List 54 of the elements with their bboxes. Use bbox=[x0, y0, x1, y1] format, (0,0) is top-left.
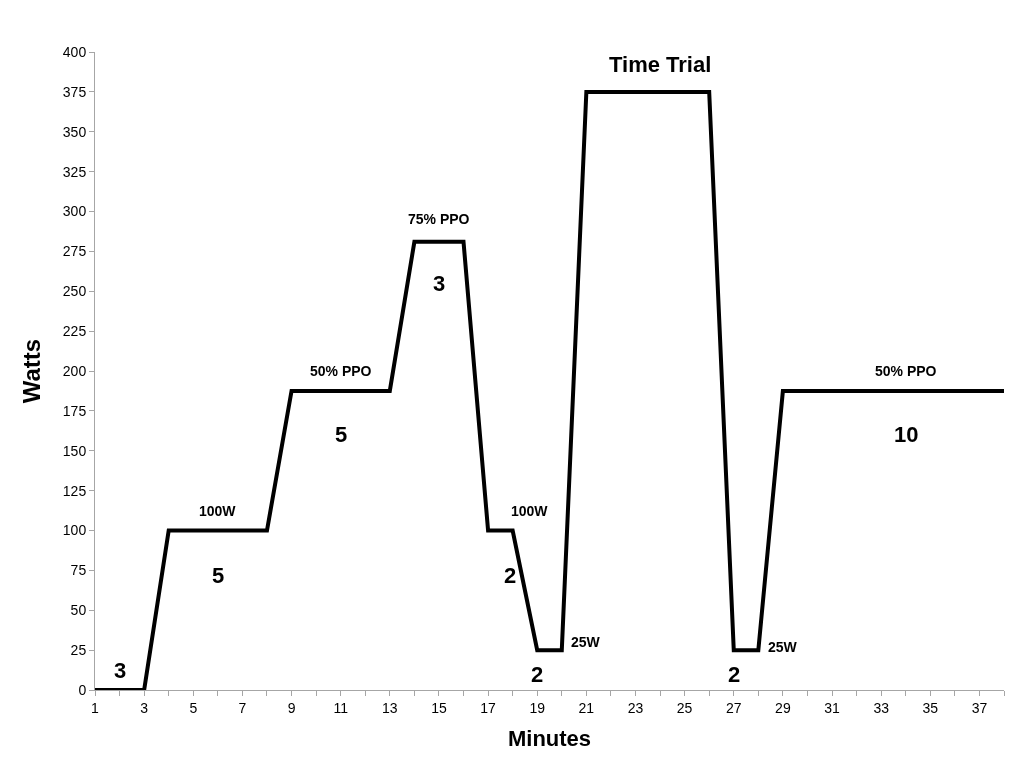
y-tick-label: 0 bbox=[78, 681, 87, 698]
x-tick-label: 19 bbox=[529, 699, 546, 716]
y-tick-label: 300 bbox=[62, 203, 87, 220]
x-tick-label: 25 bbox=[676, 699, 693, 716]
x-tick-label: 15 bbox=[431, 699, 447, 716]
x-tick-label: 29 bbox=[775, 699, 791, 716]
y-tick-label: 75 bbox=[70, 562, 87, 579]
x-tick-label: 17 bbox=[480, 699, 497, 716]
y-tick-label: 350 bbox=[62, 123, 87, 140]
annotation: Time Trial bbox=[609, 52, 712, 77]
annotation: 5 bbox=[335, 422, 348, 447]
annotation: 100W bbox=[511, 503, 549, 519]
y-tick-label: 175 bbox=[62, 402, 87, 419]
x-tick-label: 13 bbox=[382, 699, 398, 716]
x-tick-label: 21 bbox=[578, 699, 595, 716]
x-tick-label: 27 bbox=[725, 699, 742, 716]
y-tick-label: 400 bbox=[62, 43, 87, 60]
y-tick-label: 100 bbox=[62, 522, 87, 539]
annotation: 50% PPO bbox=[875, 363, 937, 379]
y-tick-label: 50 bbox=[70, 602, 87, 619]
annotation: 25W bbox=[768, 639, 798, 655]
x-tick-label: 7 bbox=[238, 699, 247, 716]
annotation: 3 bbox=[114, 658, 127, 683]
x-axis-title: Minutes bbox=[507, 725, 592, 751]
annotation: 2 bbox=[504, 563, 517, 588]
x-tick-label: 3 bbox=[140, 699, 149, 716]
x-tick-label: 35 bbox=[922, 699, 939, 716]
y-tick-label: 275 bbox=[62, 243, 87, 260]
y-tick-label: 325 bbox=[62, 163, 87, 180]
annotation: 50% PPO bbox=[310, 363, 372, 379]
annotation: 5 bbox=[212, 563, 225, 588]
annotation: 25W bbox=[571, 634, 601, 650]
y-tick-label: 150 bbox=[62, 442, 87, 459]
x-tick-label: 33 bbox=[873, 699, 890, 716]
y-tick-label: 225 bbox=[62, 323, 87, 340]
annotation: 3 bbox=[433, 271, 446, 296]
x-tick-label: 11 bbox=[333, 699, 349, 716]
annotation: 75% PPO bbox=[408, 211, 470, 227]
x-tick-label: 23 bbox=[627, 699, 644, 716]
x-tick-label: 5 bbox=[189, 699, 198, 716]
y-tick-label: 200 bbox=[62, 362, 87, 379]
annotation: 10 bbox=[894, 422, 919, 447]
annotation: 2 bbox=[531, 662, 544, 687]
annotation: 2 bbox=[728, 662, 741, 687]
x-tick-label: 1 bbox=[91, 699, 100, 716]
y-tick-label: 125 bbox=[62, 482, 87, 499]
annotation: 100W bbox=[199, 503, 237, 519]
x-tick-label: 37 bbox=[971, 699, 988, 716]
y-tick-label: 375 bbox=[62, 83, 87, 100]
x-tick-label: 9 bbox=[287, 699, 296, 716]
y-tick-label: 250 bbox=[62, 283, 87, 300]
x-tick-label: 31 bbox=[824, 699, 841, 716]
y-tick-label: 25 bbox=[70, 642, 87, 659]
y-axis-title: Watts bbox=[17, 338, 45, 404]
